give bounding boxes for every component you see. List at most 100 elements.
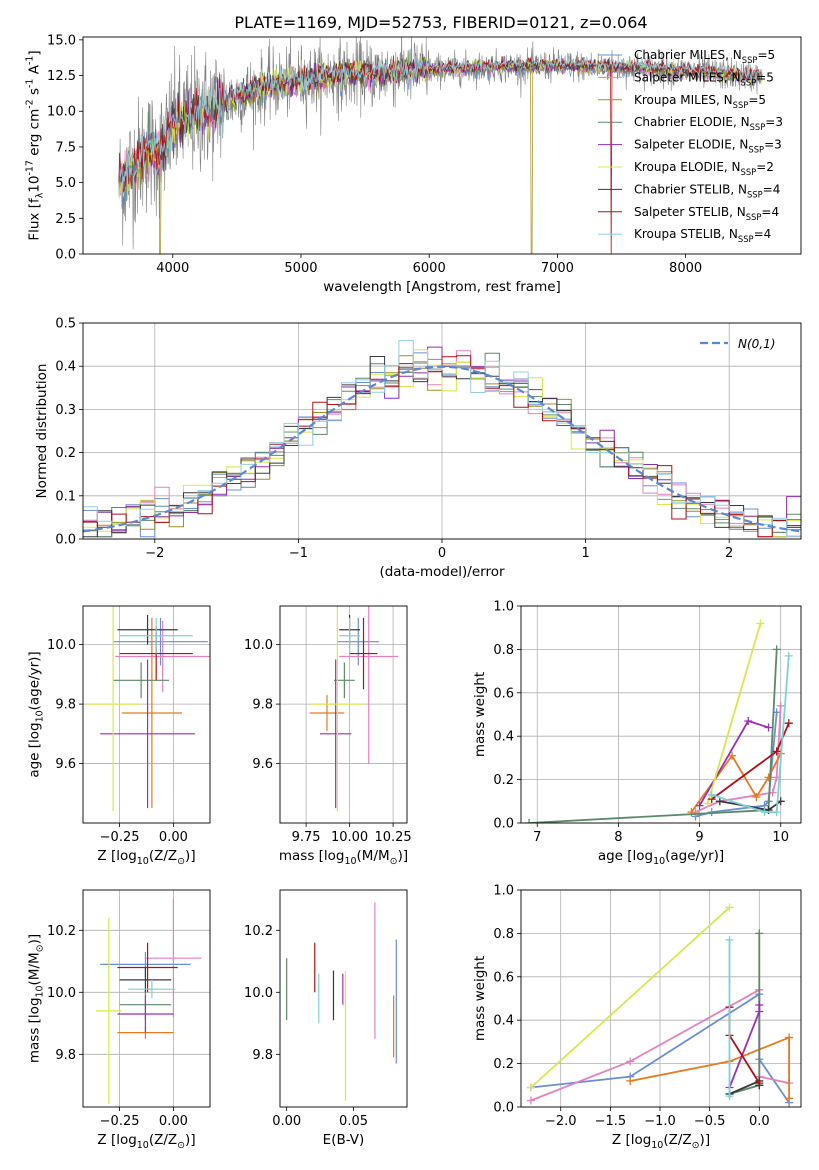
legend-entry: Salpeter STELIB, NSSP​=4 [634,205,779,222]
y-tick-label: 9.8 [252,698,273,713]
y-tick-label: 0.0 [55,533,76,548]
mass-weight-marker [707,790,716,799]
y-tick-label: 9.8 [55,1048,76,1063]
mass-weight-marker [703,799,712,808]
mass-weight-marker [764,773,773,782]
figure-title: PLATE=1169, MJD=52753, FIBERID=0121, z=0… [234,13,647,32]
x-tick-label: −0.25 [100,1114,140,1129]
y-tick-label: 10.0 [244,638,273,653]
y-axis-label: mass weight [472,672,488,757]
x-axis-label: (data-model)/error [379,564,505,580]
y-axis-label: mass weight [472,956,488,1041]
plot-area [83,340,801,538]
spectrum-panel: 4000 5000 6000 7000 8000 0.0 2.5 5.0 7.5 10.0 12.5… [25,33,802,295]
model-spectrum-line [118,55,763,201]
y-axis-label: Flux [fλ​10-17​ erg cm-2​ s-1​ A-1​] [25,50,46,240]
mass-weight-marker [785,1033,794,1042]
y-tick-label: 0.0 [493,817,514,832]
x-axis-label: Z [log10​(Z/Z⊙​)] [97,1132,195,1151]
y-tick-label: 2.5 [55,212,76,227]
mass-weight-marker [526,1083,535,1092]
x-tick-label: 2 [725,546,733,561]
massweight-vs-metallicity-panel: −2.0 −1.5 −1.0 −0.5 0.0 0.0 0.2 0.4 0.6 0.8 1.0 Z [… [472,884,802,1151]
plot-area [95,899,202,1104]
x-tick-label: 10.25 [374,830,411,845]
legend-entry: Kroupa MILES, NSSP​=5 [634,93,766,110]
mass-weight-marker [715,797,724,806]
mass-weight-line [706,623,762,804]
y-tick-label: 1.0 [493,600,514,615]
residual-histogram [83,349,801,538]
x-tick-label: 8 [614,830,622,845]
x-tick-label: 8000 [669,261,702,276]
x-tick-label: −1 [289,546,308,561]
y-tick-label: 10.2 [47,924,76,939]
y-tick-label: 0.3 [55,403,76,418]
y-tick-label: 0.4 [493,730,514,745]
age-vs-mass-panel: 9.75 10.00 10.25 9.6 9.8 10.0 mass [log10​(M/M… [244,605,412,867]
y-tick-label: 9.8 [55,698,76,713]
mass-weight-line [719,800,782,811]
axes-frame [82,322,802,540]
y-tick-label: 15.0 [47,33,76,48]
mass-weight-marker [776,701,785,710]
mass-weight-marker [784,719,793,728]
x-tick-label: −0.5 [694,1114,726,1129]
y-tick-label: 7.5 [55,140,76,155]
mass-weight-marker [728,751,737,760]
y-tick-label: 0.6 [493,970,514,985]
mass-weight-marker [784,651,793,660]
y-axis-label: age [log10​(age/yr)] [27,651,46,777]
plot-area [286,902,397,1101]
x-axis-label: E(B-V) [323,1132,365,1148]
mass-weight-marker [752,792,761,801]
x-tick-label: 10.00 [331,830,368,845]
normal-curve [83,365,801,533]
mass-weight-marker [725,1092,734,1101]
mass-weight-marker [725,935,734,944]
residual-histogram [83,355,801,538]
x-tick-label: −1.0 [644,1114,676,1129]
y-axis-label: mass [log10​(M/M⊙​)] [27,934,46,1063]
y-tick-label: 10.2 [244,924,273,939]
mass-vs-ebv-panel: 0.00 0.05 9.8 10.0 10.2 E(B-V) [244,889,408,1148]
y-tick-label: 10.0 [47,986,76,1001]
mass-weight-marker [772,808,781,817]
mass-weight-marker [725,903,734,912]
axes-frame [82,605,211,824]
plot-area [87,606,210,812]
axes-frame [520,889,802,1108]
axes-frame [520,605,802,824]
x-tick-label: 5000 [284,261,317,276]
x-tick-label: 7 [533,830,541,845]
mass-weight-line [711,655,790,813]
x-tick-label: 0.00 [159,1114,188,1129]
plot-area [526,903,794,1107]
y-tick-label: 9.8 [252,1048,273,1063]
x-axis-label: wavelength [Angstrom, rest frame] [323,279,561,295]
mass-weight-marker [626,1076,635,1085]
y-tick-label: 12.5 [47,69,76,84]
y-tick-label: 0.1 [55,489,76,504]
y-tick-label: 10.0 [47,638,76,653]
mass-weight-marker [760,808,769,817]
y-tick-label: 0.4 [55,360,76,375]
mass-weight-marker [525,819,534,823]
y-tick-label: 0.4 [493,1014,514,1029]
x-axis-label: age [log10​(age/yr)] [598,848,724,867]
x-tick-label: −1.5 [595,1114,627,1129]
x-axis-label: Z [log10​(Z/Z⊙​)] [612,1132,710,1151]
legend-entry: Chabrier STELIB, NSSP​=4 [634,182,780,199]
legend-entry: Salpeter MILES, NSSP​=5 [634,70,774,87]
residual-histogram [83,356,801,538]
mass-weight-marker [772,747,781,756]
x-axis-label: Z [log10​(Z/Z⊙​)] [97,848,195,867]
mass-weight-marker [756,619,765,628]
mass-weight-line [729,933,761,1095]
age-vs-metallicity-panel: −0.25 0.00 9.6 9.8 10.0 Z [log10​(Z/Z⊙​)] age … [27,605,211,867]
axes-frame [82,889,211,1108]
y-tick-label: 0.5 [55,317,76,332]
mass-weight-marker [755,929,764,938]
x-tick-label: −2.0 [545,1114,577,1129]
